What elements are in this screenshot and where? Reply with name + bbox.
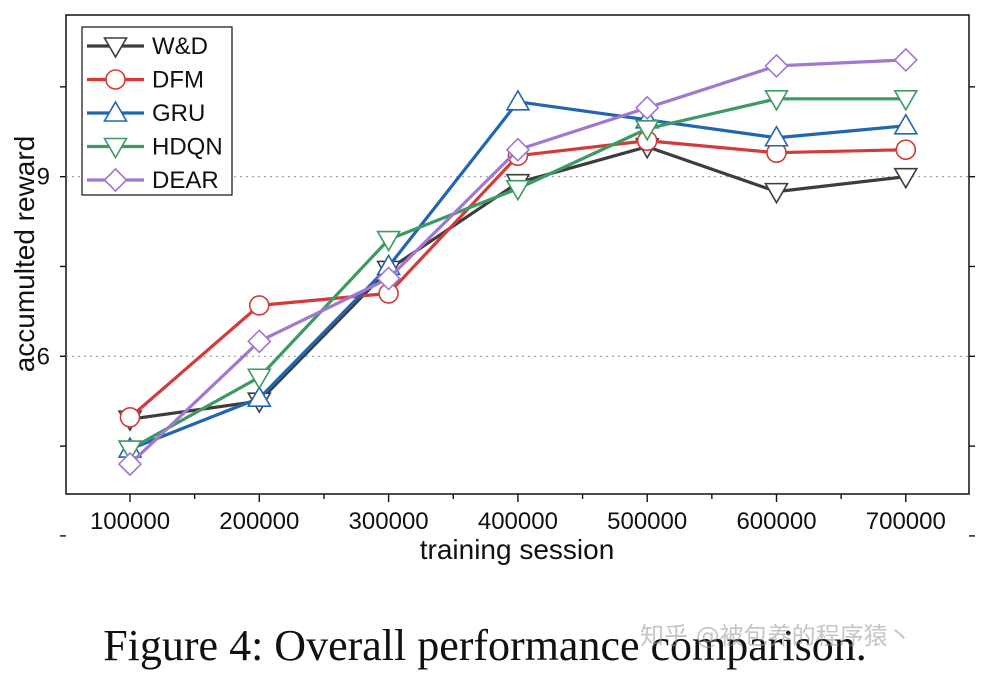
point-hdqn [376,230,401,253]
axes: 6 9 100000 200000 300000 400000 500000 600000 70… [37,86,975,537]
x-tick-label: 200000 [219,508,299,535]
x-tick-label: 600000 [736,508,816,535]
point-dear [764,53,789,79]
point-dfm [895,139,917,161]
legend-label-gru: GRU [152,100,205,127]
point-dear [247,329,272,354]
point-hdqn [117,440,143,462]
point-hdqn [246,368,272,390]
x-tick-label: 100000 [90,508,170,535]
point-hdqn [893,90,919,112]
point-dear [893,47,918,73]
point-gru [505,89,531,111]
watermark: 知乎 @被包养的程序猿丶 [640,622,912,650]
legend-marker-dear [103,167,128,193]
legend-label-dfm: DFM [152,67,204,94]
legend-marker-dfm [105,69,126,90]
figure-caption: Figure 4: Overall performance comparison… [103,621,867,670]
x-tick-label: 300000 [349,508,429,535]
legend-marker-w-d [103,37,128,59]
series-dear [117,47,918,477]
legend-marker-gru [103,100,128,122]
point-w-d [764,182,789,205]
point-gru [764,125,789,147]
point-dfm [119,407,141,428]
x-tick-label: 400000 [478,508,558,535]
point-hdqn [505,179,531,202]
legend: W&D DFM GRU HDQN DEAR [81,26,233,196]
legend-marker-hdqn [103,137,128,160]
x-tick-label: 500000 [607,508,687,535]
point-gru [893,113,919,135]
series-hdqn [117,90,919,462]
point-dear [376,266,401,291]
point-dfm [248,295,270,316]
legend-label-w-d: W&D [152,33,208,60]
point-dear [117,451,143,477]
legend-box [81,26,233,196]
legend-label-hdqn: HDQN [152,134,223,161]
point-hdqn [634,119,660,142]
point-hdqn [764,90,789,112]
point-gru [246,385,272,408]
legend-label-dear: DEAR [152,167,219,194]
grid [66,176,969,357]
y-tick-label: 9 [37,164,50,191]
point-dear [505,137,531,162]
y-tick-label: 6 [37,343,50,370]
x-tick-label: 700000 [866,508,946,535]
y-axis-label: accumulted reward [9,136,40,373]
point-dear [635,95,660,120]
series-layer [117,47,919,477]
series-dfm [119,130,917,428]
point-w-d [893,167,919,190]
x-axis-label: training session [420,534,615,565]
